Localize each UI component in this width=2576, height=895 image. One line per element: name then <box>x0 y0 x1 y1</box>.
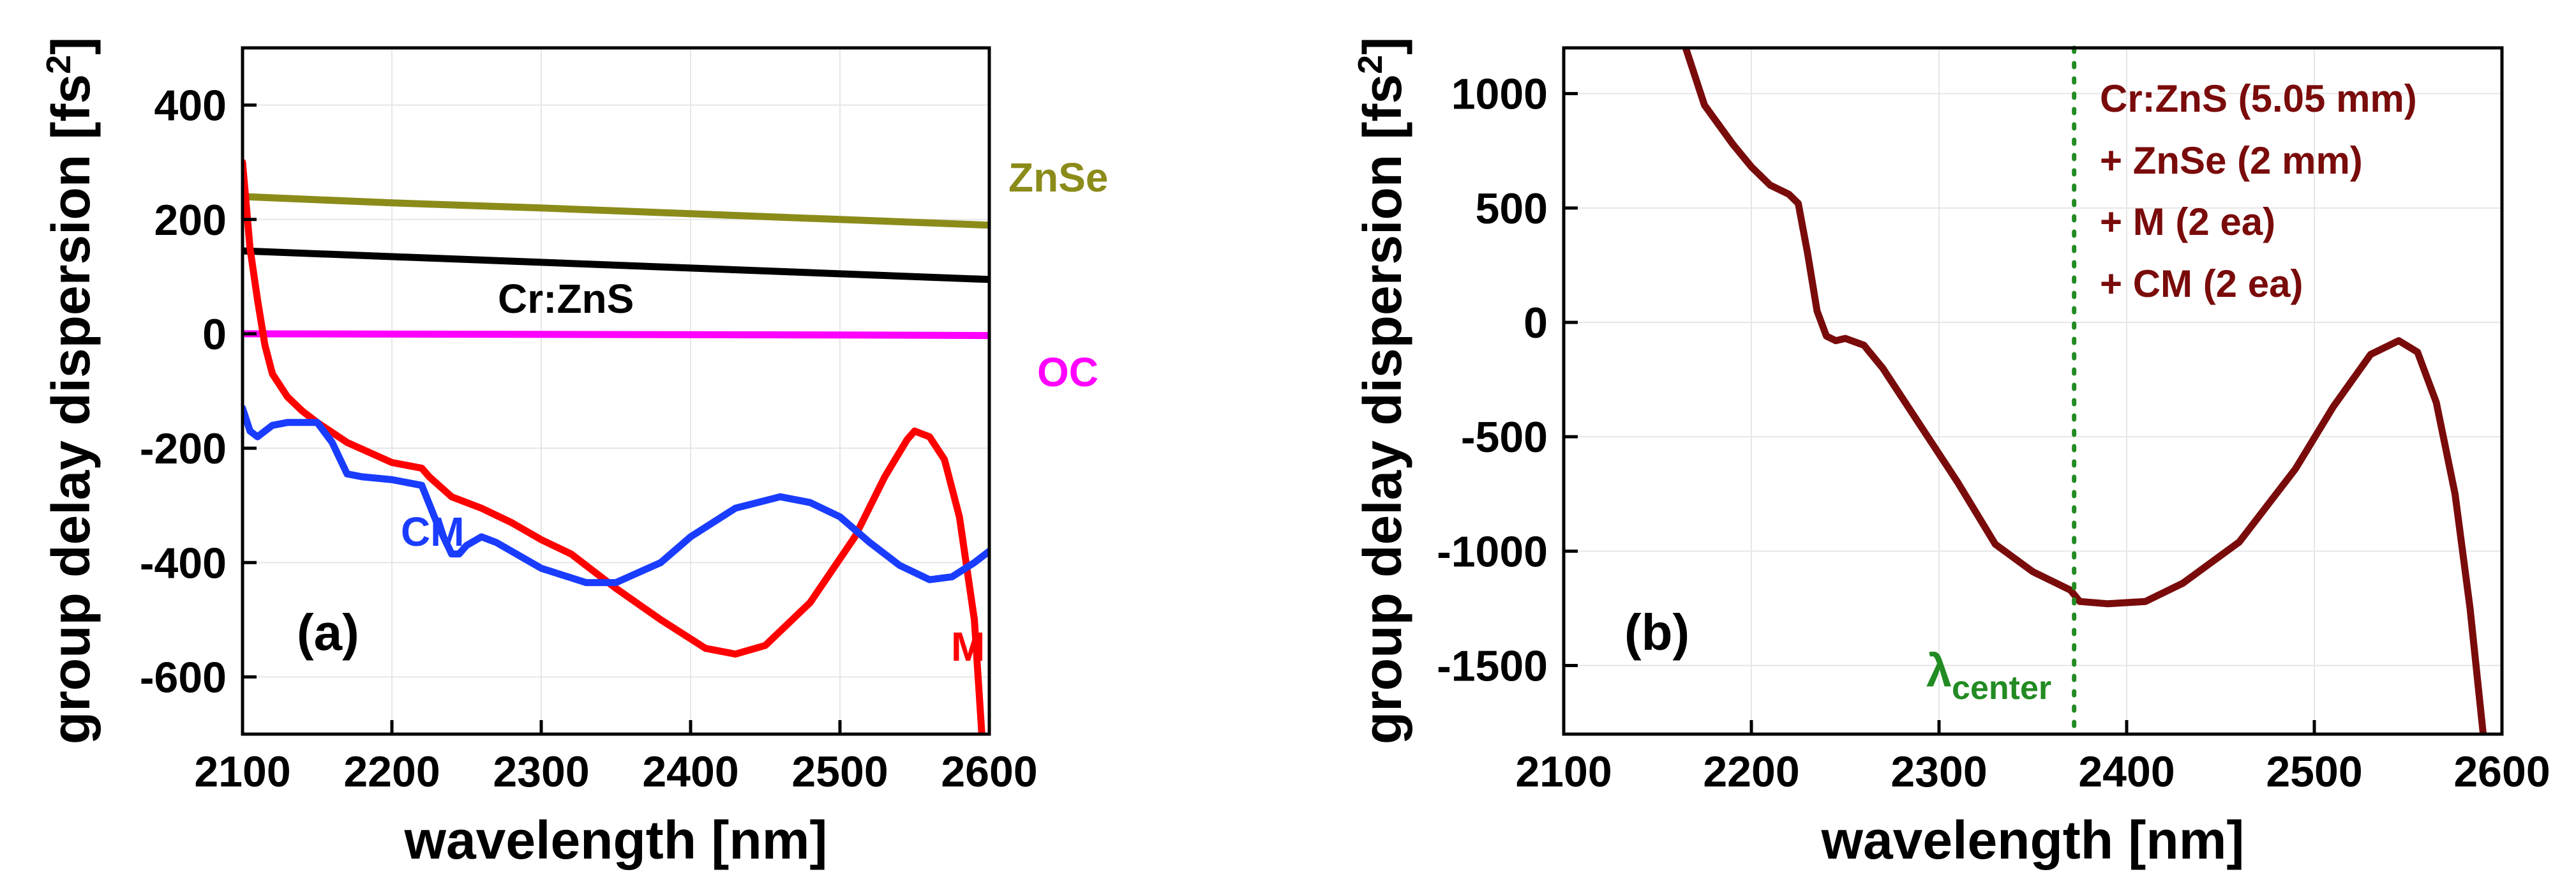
x-tick-label: 2100 <box>194 748 290 796</box>
label-znse: ZnSe <box>1008 154 1108 200</box>
y-tick-label: -600 <box>140 653 227 702</box>
y-tick-label: 400 <box>154 82 227 130</box>
series-line-total <box>1682 48 2487 734</box>
panel-b-frame <box>1562 46 2504 736</box>
x-tick-label: 2200 <box>1703 748 1799 796</box>
x-tick-label: 2500 <box>2266 748 2362 796</box>
series-line-cr-zns <box>243 247 989 283</box>
lambda-center-label: λcenter <box>1926 645 2051 707</box>
panel-a-y-axis-title: group delay dispersion [fs2] <box>40 37 101 744</box>
y-tick-label: 200 <box>154 196 227 244</box>
panel-a-label: (a) <box>297 604 359 661</box>
panel-a: 2100 2200 2300 2400 2500 2600 -600 -400 -200 0 200… <box>40 37 1108 870</box>
panel-b-label: (b) <box>1624 604 1689 661</box>
panel-a-series <box>243 158 989 734</box>
panel-a-ticks: 2100 2200 2300 2400 2500 2600 -600 -400 -200 0 200… <box>140 82 1038 796</box>
series-line-znse <box>243 193 989 229</box>
panel-b-x-axis-title: wavelength [nm] <box>1821 810 2245 870</box>
x-tick-label: 2500 <box>791 748 888 796</box>
x-tick-label: 2300 <box>493 748 589 796</box>
y-tick-label: 0 <box>1524 299 1548 347</box>
legend-line-3: + M (2 ea) <box>2100 200 2275 243</box>
panel-a-x-axis-title: wavelength [nm] <box>404 810 828 870</box>
x-tick-label: 2200 <box>343 748 440 796</box>
legend-box: Cr:ZnS (5.05 mm) + ZnSe (2 mm) + M (2 ea… <box>2100 77 2417 305</box>
panel-b-ticks: 2100 2200 2300 2400 2500 2600 -1500 -1000 -500 0 5… <box>1437 70 2550 796</box>
label-cm: CM <box>401 509 465 555</box>
x-tick-label: 2600 <box>941 748 1037 796</box>
x-tick-label: 2400 <box>642 748 738 796</box>
panel-b-y-axis-title: group delay dispersion [fs2] <box>1351 37 1412 744</box>
y-tick-label: 500 <box>1476 184 1548 233</box>
label-crzns: Cr:ZnS <box>498 276 634 322</box>
x-tick-label: 2100 <box>1515 748 1612 796</box>
label-oc: OC <box>1037 349 1098 395</box>
y-tick-label: -1500 <box>1437 642 1548 691</box>
panel-a-frame <box>241 46 991 736</box>
x-tick-label: 2300 <box>1891 748 1987 796</box>
series-line-cm <box>243 404 989 587</box>
series-line-oc <box>243 330 989 340</box>
y-tick-label: -200 <box>140 425 227 473</box>
label-m: M <box>951 624 985 670</box>
y-tick-label: 1000 <box>1451 70 1548 119</box>
panel-b-series <box>1682 45 2487 737</box>
series-line-m <box>243 158 985 734</box>
panel-b: 2100 2200 2300 2400 2500 2600 -1500 -1000 -500 0 5… <box>1351 37 2550 870</box>
legend-line-2: + ZnSe (2 mm) <box>2100 139 2363 182</box>
y-tick-label: 0 <box>202 310 227 359</box>
y-tick-label: -500 <box>1461 413 1548 462</box>
x-tick-label: 2600 <box>2453 748 2550 796</box>
y-tick-label: -400 <box>140 539 227 587</box>
y-tick-label: -1000 <box>1437 527 1548 576</box>
x-tick-label: 2400 <box>2078 748 2175 796</box>
legend-line-4: + CM (2 ea) <box>2100 262 2303 305</box>
legend-line-1: Cr:ZnS (5.05 mm) <box>2100 77 2417 120</box>
